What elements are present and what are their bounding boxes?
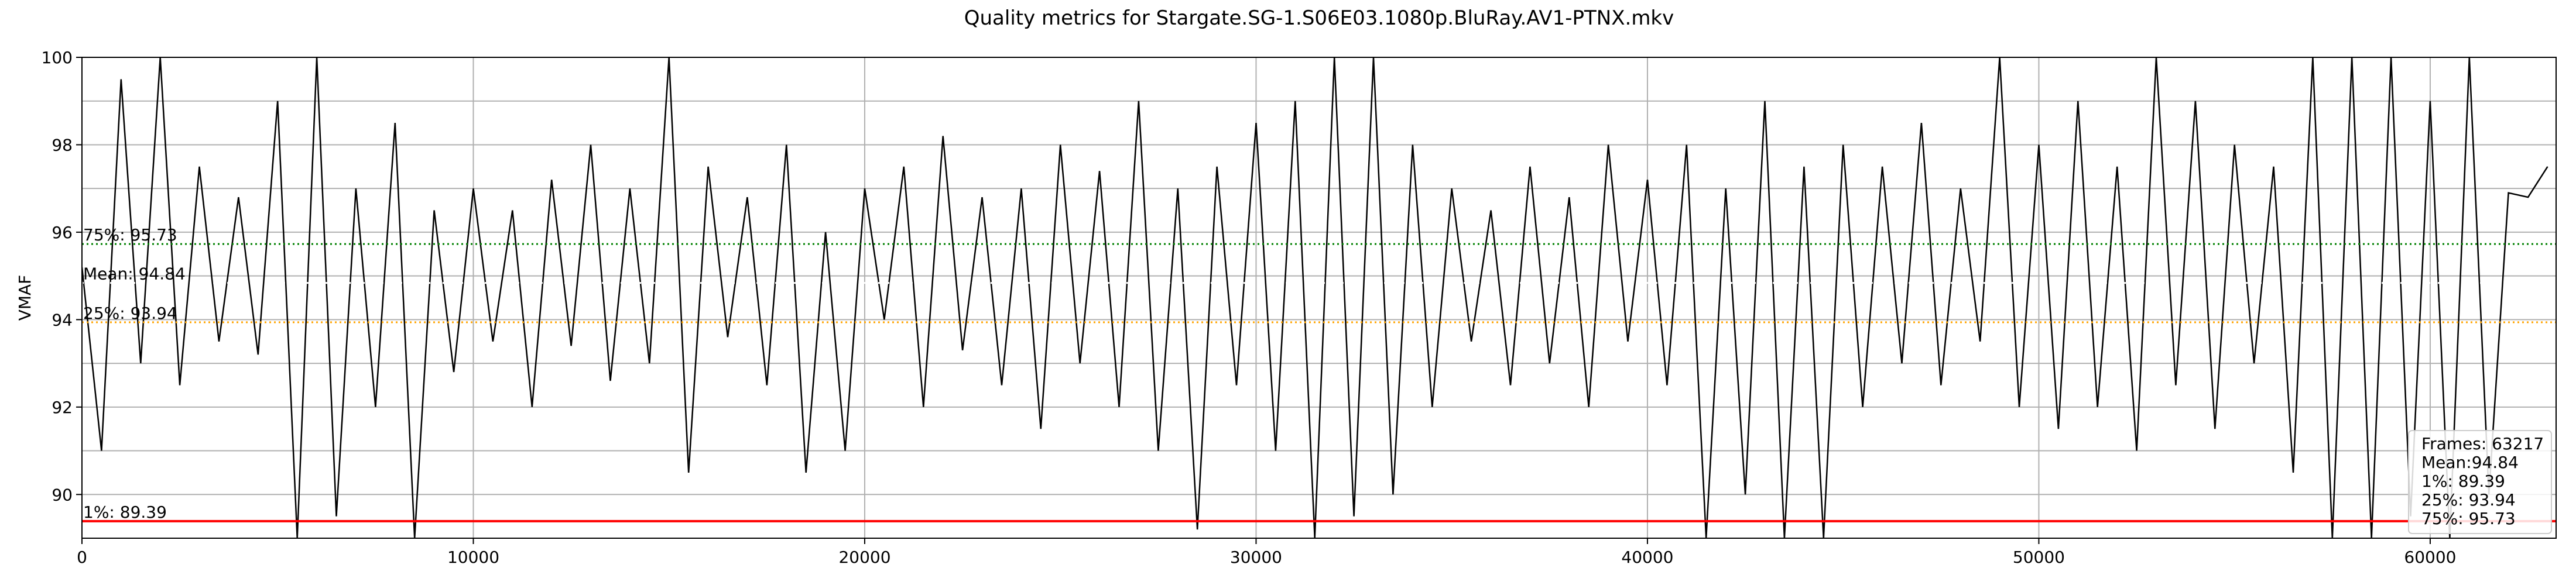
x-tick-label: 30000 [1230,548,1282,567]
plot-area [82,57,2548,538]
y-tick-label: 92 [52,398,73,417]
stats-text: 75%: 95.73 [2421,509,2516,528]
grid [81,57,2556,539]
x-tick-label: 40000 [1621,548,1673,567]
x-tick-label: 20000 [838,548,890,567]
y-tick-label: 98 [52,135,73,154]
reference-label: 25%: 93.94 [83,304,177,323]
chart-title: Quality metrics for Stargate.SG-1.S06E03… [964,6,1674,30]
y-tick-label: 96 [52,223,73,242]
plot-frame [81,57,2557,539]
reference-label: 1%: 89.39 [83,503,167,522]
vmaf-line [82,57,2548,538]
stats-text: 1%: 89.39 [2421,472,2505,491]
x-tick-label: 0 [77,548,87,567]
x-tick-label: 60000 [2404,548,2456,567]
y-tick-label: 94 [52,310,73,329]
y-axis-label: VMAF [15,275,35,321]
x-tick-label: 50000 [2013,548,2065,567]
y-tick-label: 100 [42,48,73,67]
stats-text: Frames: 63217 [2421,434,2544,453]
y-tick-label: 90 [52,485,73,504]
stats-box [2408,430,2552,534]
reference-label: Mean: 94.84 [83,264,186,284]
stats-text: Mean:94.84 [2421,453,2519,472]
x-tick-label: 10000 [447,548,499,567]
reference-label: 75%: 95.73 [83,225,177,245]
stats-text: 25%: 93.94 [2421,490,2516,510]
